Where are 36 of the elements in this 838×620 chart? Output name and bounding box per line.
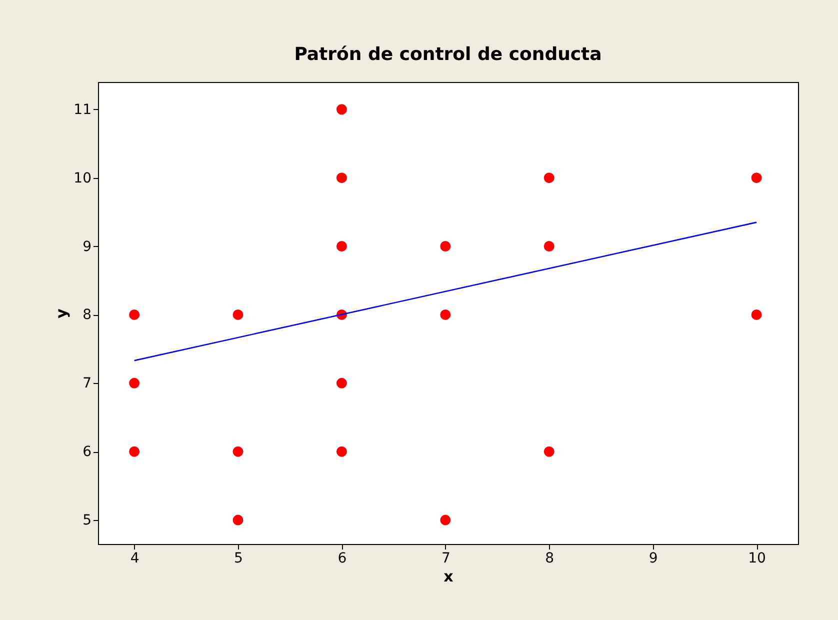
point (544, 446, 554, 457)
y-tick-label: 11 (74, 102, 92, 118)
point (232, 446, 244, 457)
x-tick-label: 7 (441, 550, 450, 566)
point (751, 172, 762, 184)
point (232, 309, 244, 320)
point (440, 514, 451, 526)
point (336, 378, 347, 388)
y-tick-label: 6 (82, 444, 92, 460)
y-axis-title: y (52, 308, 71, 318)
y-tick-label: 8 (82, 307, 92, 324)
x-tick-label: 8 (545, 550, 554, 566)
point (336, 104, 347, 115)
point (544, 241, 554, 252)
x-tick-label: 9 (648, 550, 658, 566)
x-tick-label: 4 (130, 550, 140, 566)
point (129, 446, 140, 457)
point (129, 378, 140, 388)
point (440, 309, 451, 320)
y-tick-label: 7 (82, 376, 92, 392)
x-tick-label: 5 (234, 550, 243, 566)
x-tick-label: 10 (748, 550, 766, 566)
y-tick-label: 9 (82, 238, 92, 255)
point (336, 241, 347, 252)
chart-title: Patrón de control de conducta (294, 44, 602, 65)
point (232, 514, 244, 526)
point (544, 172, 554, 184)
point (129, 309, 140, 320)
x-axis-title: x (444, 568, 454, 586)
point (751, 309, 762, 320)
x-tick-label: 6 (338, 550, 347, 566)
point (336, 446, 347, 457)
point (440, 241, 451, 252)
y-tick-label: 5 (82, 512, 92, 529)
y-tick-label: 10 (74, 170, 92, 186)
point (336, 172, 347, 184)
